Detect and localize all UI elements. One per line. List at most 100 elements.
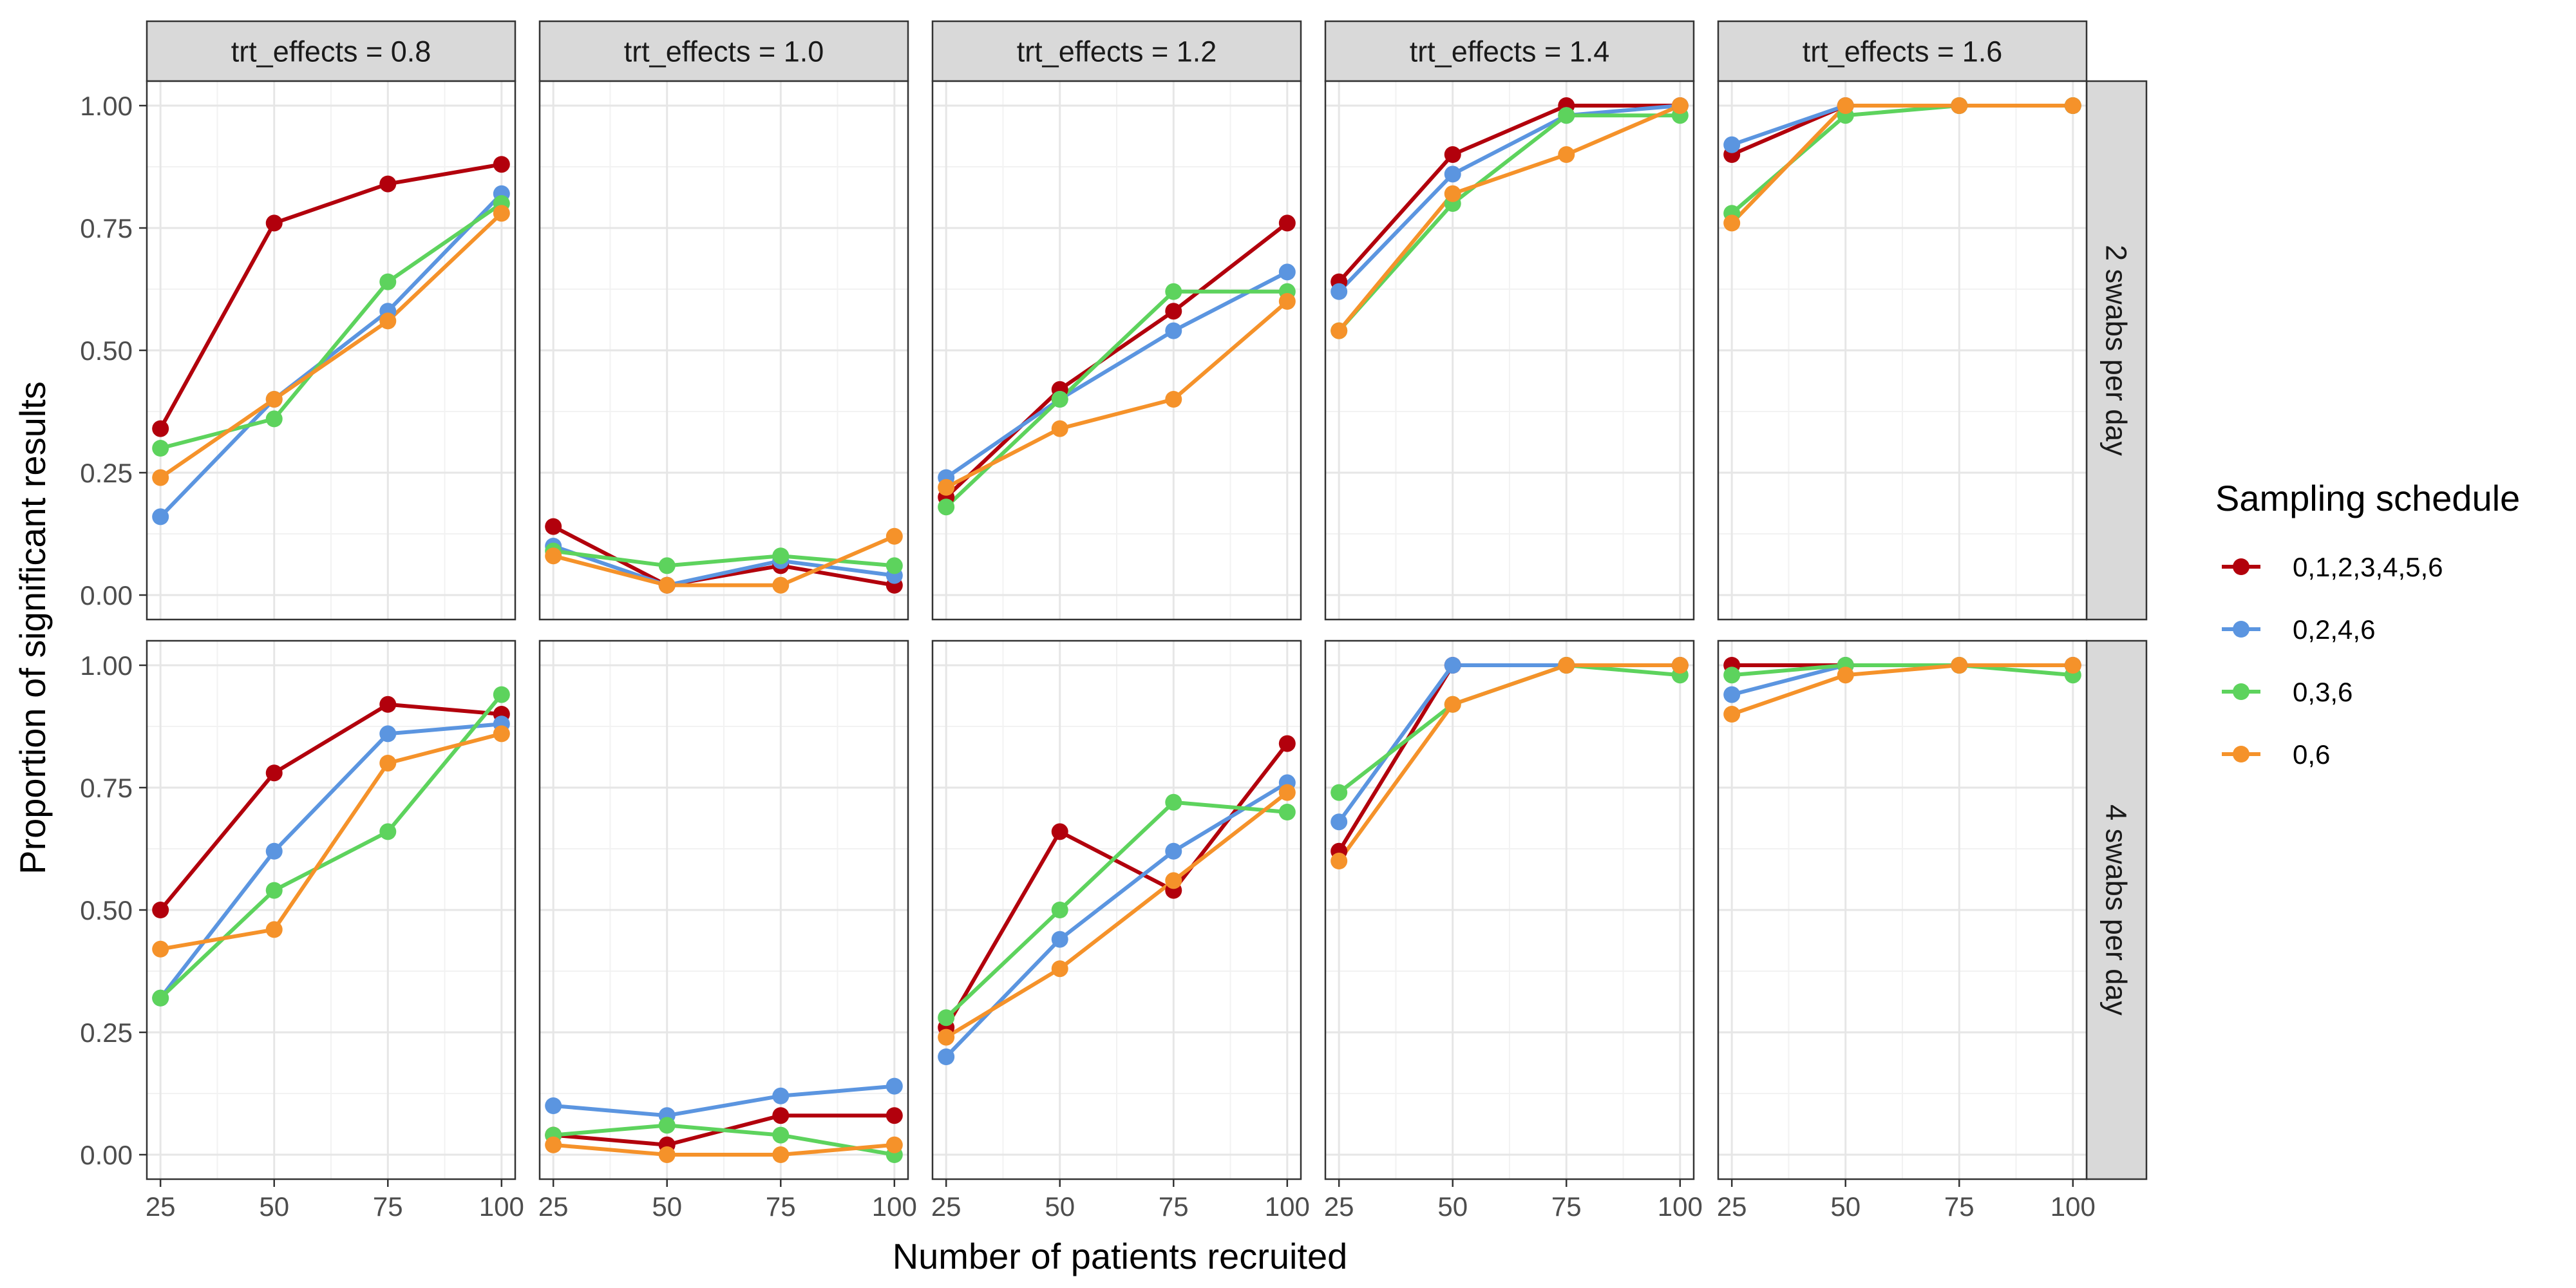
data-point-s0123456 [379, 175, 397, 193]
data-point-s0246 [1331, 283, 1348, 300]
data-point-s036 [152, 440, 169, 457]
panel-data-swabs2-te16 [1723, 97, 2081, 232]
data-point-s06 [1558, 146, 1575, 163]
panel-data-swabs4-te10 [545, 1077, 903, 1163]
panel-swabs4-te16 [1718, 641, 2087, 1179]
panel-data-swabs4-te16 [1723, 657, 2081, 723]
panel-swabs4-te08 [147, 641, 515, 1179]
data-point-s036 [658, 1117, 676, 1134]
data-point-s06 [493, 205, 510, 222]
data-point-s06 [1951, 97, 1968, 114]
series-line-s06 [158, 211, 504, 480]
data-point-s0246 [886, 1077, 903, 1095]
facet-strip-label: trt_effects = 1.6 [1803, 35, 2003, 68]
y-tick-label: 0.75 [80, 773, 133, 803]
data-point-s06 [265, 391, 283, 408]
data-point-s0123456 [1165, 303, 1182, 320]
data-point-s06 [1558, 657, 1575, 674]
panel-data-swabs2-te08 [152, 156, 510, 526]
series-line-s0123456 [1337, 104, 1682, 284]
facet-strip-label: trt_effects = 1.2 [1017, 35, 1217, 68]
panel-swabs2-te16 [1718, 81, 2087, 620]
y-axis-title: Proportion of significant results [12, 381, 53, 875]
series-line-s036 [1337, 113, 1682, 333]
data-point-s0123456 [493, 156, 510, 173]
panel-border [931, 80, 1302, 621]
axes: Number of patients recruited Proportion … [12, 91, 2096, 1276]
panel-data-swabs4-te12 [938, 735, 1296, 1065]
x-tick-label: 50 [1830, 1191, 1861, 1222]
data-point-s036 [493, 686, 510, 703]
y-tick-label: 0.25 [80, 458, 133, 488]
x-tick-label: 25 [146, 1191, 176, 1222]
series-line-s0123456 [551, 524, 896, 587]
x-tick-label: 100 [1658, 1191, 1703, 1222]
legend-label: 0,6 [2293, 739, 2330, 770]
series-line-s036 [551, 1123, 896, 1157]
series-line-s0246 [944, 270, 1289, 480]
data-point-s06 [1278, 293, 1296, 310]
data-point-s06 [1165, 872, 1182, 889]
data-point-s0123456 [545, 518, 562, 535]
series-line-s06 [944, 299, 1289, 489]
facet-strip-te08 [146, 20, 516, 82]
series-line-s06 [1730, 663, 2075, 716]
series-line-s06 [158, 732, 504, 951]
data-point-s0123456 [379, 696, 397, 713]
series-line-s036 [944, 289, 1289, 509]
series-line-s0246 [1337, 104, 1682, 294]
data-point-s06 [545, 1136, 562, 1153]
data-point-s06 [1331, 853, 1348, 869]
legend-key-point-s06 [2233, 746, 2249, 762]
y-tick-label: 0.00 [80, 580, 133, 611]
x-tick-label: 25 [931, 1191, 961, 1222]
data-point-s0246 [1051, 931, 1068, 948]
data-point-s036 [1558, 107, 1575, 124]
panel-data-swabs4-te14 [1331, 657, 1689, 869]
x-tick-label: 100 [1265, 1191, 1310, 1222]
panel-data-swabs2-te10 [545, 518, 903, 594]
data-point-s06 [1671, 97, 1689, 114]
facet-strip-te10 [538, 20, 909, 82]
facet-strip-swabs4 [2085, 639, 2148, 1180]
data-point-s0123456 [772, 1107, 790, 1124]
legend-title: Sampling schedule [2215, 478, 2520, 518]
facet-panels: trt_effects = 0.8 trt_effects = 1.0 trt_ef… [146, 20, 2148, 1180]
data-point-s06 [1951, 657, 1968, 674]
y-tick-label: 0.50 [80, 895, 133, 925]
x-tick-label: 75 [1944, 1191, 1975, 1222]
x-tick-label: 100 [2050, 1191, 2096, 1222]
panel-border [1324, 80, 1695, 621]
facet-strip-te14 [1324, 20, 1695, 82]
data-point-s06 [1671, 657, 1689, 674]
data-point-s0123456 [265, 214, 283, 232]
data-point-s06 [1837, 667, 1854, 684]
data-point-s0123456 [1278, 735, 1296, 752]
panel-swabs4-te12 [933, 641, 1301, 1179]
series-line-s0123456 [944, 221, 1289, 499]
data-point-s0246 [545, 1097, 562, 1114]
x-axis-title: Number of patients recruited [893, 1236, 1348, 1276]
series-line-s036 [944, 800, 1289, 1020]
data-point-s06 [1278, 784, 1296, 801]
series-line-s0123456 [158, 162, 504, 431]
series-line-s036 [158, 202, 504, 450]
data-point-s036 [886, 557, 903, 574]
panel-swabs4-te14 [1325, 641, 1694, 1179]
data-point-s0246 [1165, 322, 1182, 339]
series-line-s0246 [551, 544, 896, 587]
data-point-s06 [772, 1146, 790, 1163]
series-line-s06 [1730, 104, 2075, 225]
data-point-s06 [1723, 214, 1741, 232]
y-tick-label: 0.50 [80, 336, 133, 366]
x-tick-label: 25 [538, 1191, 569, 1222]
panel-border [1717, 639, 2088, 1180]
x-tick-label: 75 [1159, 1191, 1189, 1222]
data-point-s036 [1723, 667, 1741, 684]
data-point-s06 [152, 469, 169, 486]
data-point-s036 [379, 823, 397, 840]
series-line-s06 [551, 1142, 896, 1157]
data-point-s06 [1444, 696, 1461, 713]
data-point-s0246 [265, 842, 283, 860]
data-point-s0246 [1165, 842, 1182, 860]
